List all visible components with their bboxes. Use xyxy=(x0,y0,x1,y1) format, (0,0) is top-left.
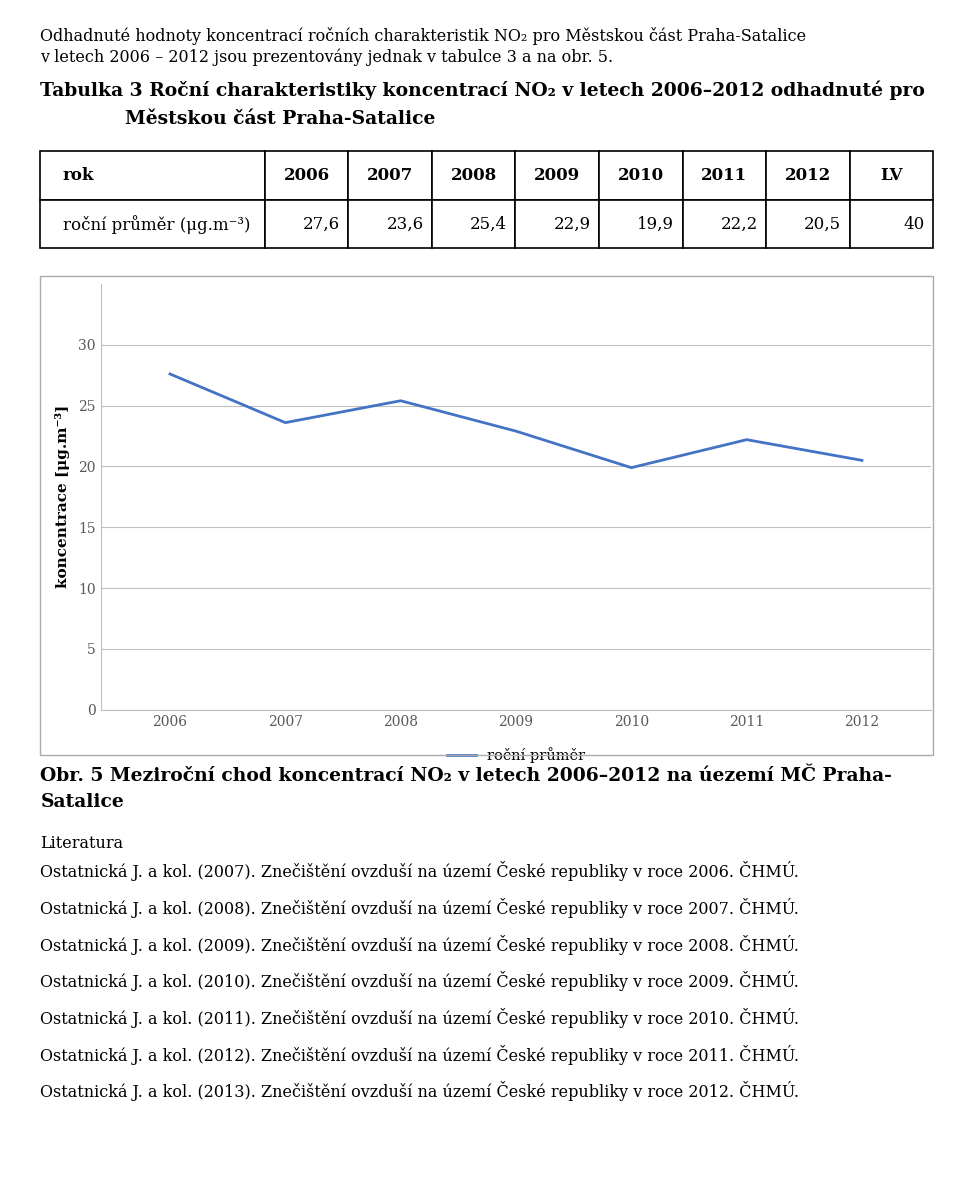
Legend: roční průměr: roční průměr xyxy=(441,741,591,769)
Text: Ostatnická J. a kol. (2012). Znečištění ovzduší na území České republiky v roce : Ostatnická J. a kol. (2012). Znečištění … xyxy=(40,1045,800,1065)
Y-axis label: koncentrace [μg.m⁻³]: koncentrace [μg.m⁻³] xyxy=(55,406,70,588)
Text: Tabulka 3 Roční charakteristiky koncentrací NO₂ v letech 2006–2012 odhadnuté pro: Tabulka 3 Roční charakteristiky koncentr… xyxy=(40,80,925,99)
Text: Ostatnická J. a kol. (2010). Znečištění ovzduší na území České republiky v roce : Ostatnická J. a kol. (2010). Znečištění … xyxy=(40,971,799,991)
Text: Ostatnická J. a kol. (2011). Znečištění ovzduší na území České republiky v roce : Ostatnická J. a kol. (2011). Znečištění … xyxy=(40,1008,800,1028)
Text: Ostatnická J. a kol. (2009). Znečištění ovzduší na území České republiky v roce : Ostatnická J. a kol. (2009). Znečištění … xyxy=(40,935,799,955)
Text: v letech 2006 – 2012 jsou prezentovány jednak v tabulce 3 a na obr. 5.: v letech 2006 – 2012 jsou prezentovány j… xyxy=(40,49,613,66)
Text: Městskou část Praha-Satalice: Městskou část Praha-Satalice xyxy=(125,110,435,128)
Text: Ostatnická J. a kol. (2008). Znečištění ovzduší na území České republiky v roce : Ostatnická J. a kol. (2008). Znečištění … xyxy=(40,898,799,918)
Text: Satalice: Satalice xyxy=(40,793,124,810)
Text: Literatura: Literatura xyxy=(40,835,124,852)
Text: Ostatnická J. a kol. (2013). Znečištění ovzduší na území České republiky v roce : Ostatnická J. a kol. (2013). Znečištění … xyxy=(40,1081,800,1101)
Text: Ostatnická J. a kol. (2007). Znečištění ovzduší na území České republiky v roce : Ostatnická J. a kol. (2007). Znečištění … xyxy=(40,861,799,881)
Text: Odhadnuté hodnoty koncentrací ročních charakteristik NO₂ pro Městskou část Praha: Odhadnuté hodnoty koncentrací ročních ch… xyxy=(40,27,806,45)
Text: Obr. 5 Meziroční chod koncentrací NO₂ v letech 2006–2012 na úezemí MČ Praha-: Obr. 5 Meziroční chod koncentrací NO₂ v … xyxy=(40,767,892,784)
